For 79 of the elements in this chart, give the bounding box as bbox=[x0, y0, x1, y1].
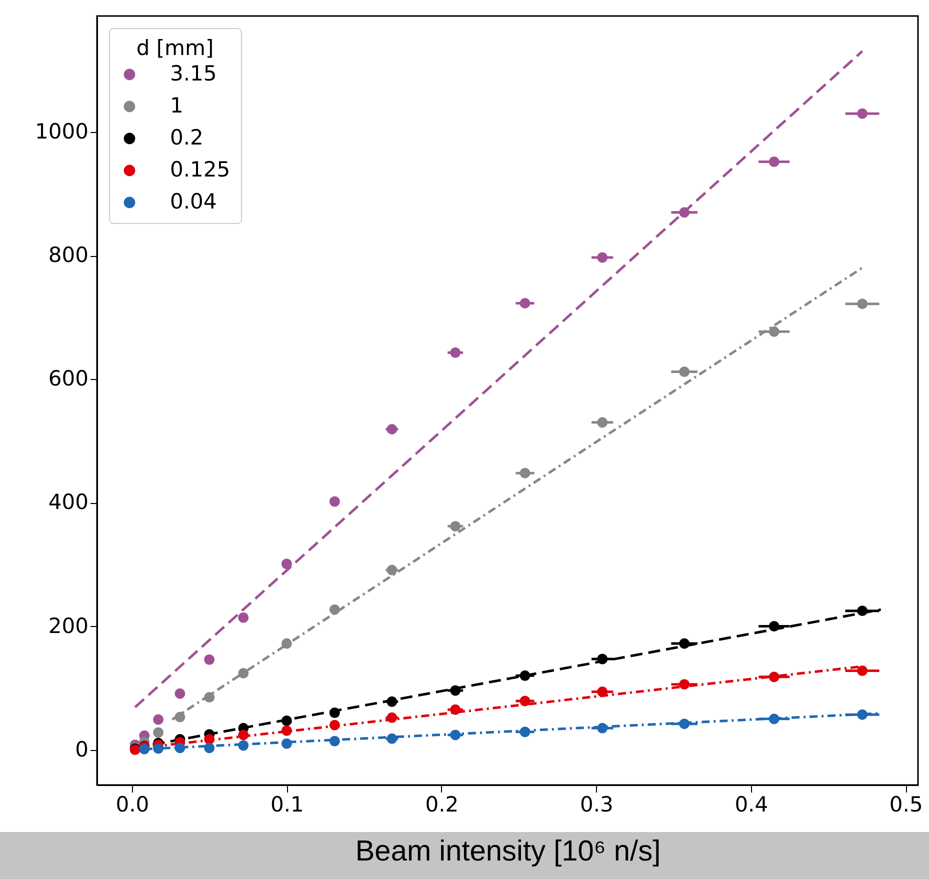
point bbox=[857, 606, 868, 616]
point bbox=[520, 696, 530, 706]
point bbox=[450, 730, 461, 740]
point bbox=[329, 708, 340, 718]
point bbox=[450, 520, 461, 532]
point bbox=[204, 734, 215, 745]
point bbox=[204, 742, 215, 754]
y-tick-label: 200 bbox=[48, 614, 88, 638]
legend-label: 3.15 bbox=[170, 62, 217, 86]
point bbox=[857, 665, 868, 676]
x-tick-label: 0.4 bbox=[734, 792, 768, 816]
point bbox=[679, 638, 690, 649]
point bbox=[174, 688, 186, 699]
point bbox=[768, 672, 780, 682]
legend-label: 0.2 bbox=[170, 126, 204, 150]
legend-label: 0.04 bbox=[170, 190, 217, 214]
point bbox=[597, 686, 608, 697]
y-tick-label: 800 bbox=[48, 243, 88, 268]
point bbox=[238, 612, 249, 623]
point bbox=[597, 417, 608, 428]
point bbox=[679, 366, 690, 378]
point bbox=[238, 730, 249, 740]
point bbox=[329, 604, 340, 615]
y-tick-label: 400 bbox=[48, 490, 88, 514]
point bbox=[450, 685, 461, 696]
point bbox=[597, 654, 608, 664]
point bbox=[520, 298, 530, 308]
point bbox=[153, 714, 164, 725]
point bbox=[768, 621, 780, 632]
legend-label: 1 bbox=[170, 94, 184, 118]
point bbox=[857, 709, 868, 720]
point bbox=[520, 726, 530, 738]
point bbox=[281, 738, 292, 749]
point bbox=[857, 108, 868, 119]
point bbox=[153, 727, 164, 738]
point bbox=[679, 207, 690, 218]
point bbox=[597, 722, 608, 734]
legend-label: 0.125 bbox=[170, 158, 230, 182]
y-tick-label: 600 bbox=[48, 366, 88, 391]
point bbox=[386, 564, 398, 576]
point bbox=[857, 298, 868, 310]
point bbox=[520, 670, 530, 681]
x-tick-label: 0.1 bbox=[270, 792, 304, 816]
point bbox=[204, 692, 215, 703]
x-tick-label: 0.2 bbox=[425, 792, 459, 816]
point bbox=[679, 679, 690, 690]
point bbox=[450, 704, 461, 715]
point bbox=[238, 668, 249, 678]
point bbox=[768, 326, 780, 337]
point bbox=[281, 725, 292, 736]
point bbox=[386, 696, 398, 707]
point bbox=[153, 743, 164, 754]
point bbox=[281, 638, 292, 649]
point bbox=[329, 496, 340, 507]
point bbox=[597, 252, 608, 263]
point bbox=[174, 742, 186, 754]
point bbox=[281, 716, 292, 726]
point bbox=[174, 712, 186, 722]
point bbox=[679, 718, 690, 730]
point bbox=[386, 712, 398, 723]
point bbox=[768, 714, 780, 724]
point bbox=[450, 347, 461, 358]
y-tick-label: 1000 bbox=[35, 120, 88, 144]
legend-title: d [mm] bbox=[136, 36, 214, 60]
x-tick-label: 0.0 bbox=[116, 792, 150, 816]
point bbox=[281, 558, 292, 570]
x-axis-title: Beam intensity [10⁶ n/s] bbox=[355, 836, 661, 868]
x-tick-label: 0.5 bbox=[889, 792, 923, 816]
point bbox=[139, 744, 150, 754]
x-tick-label: 0.3 bbox=[580, 792, 614, 816]
point bbox=[386, 733, 398, 744]
point bbox=[329, 720, 340, 730]
point bbox=[386, 424, 398, 434]
point bbox=[768, 156, 780, 168]
y-tick-label: 0 bbox=[75, 737, 88, 762]
point bbox=[238, 740, 249, 751]
point bbox=[520, 468, 530, 478]
point bbox=[329, 736, 340, 746]
point bbox=[204, 654, 215, 665]
